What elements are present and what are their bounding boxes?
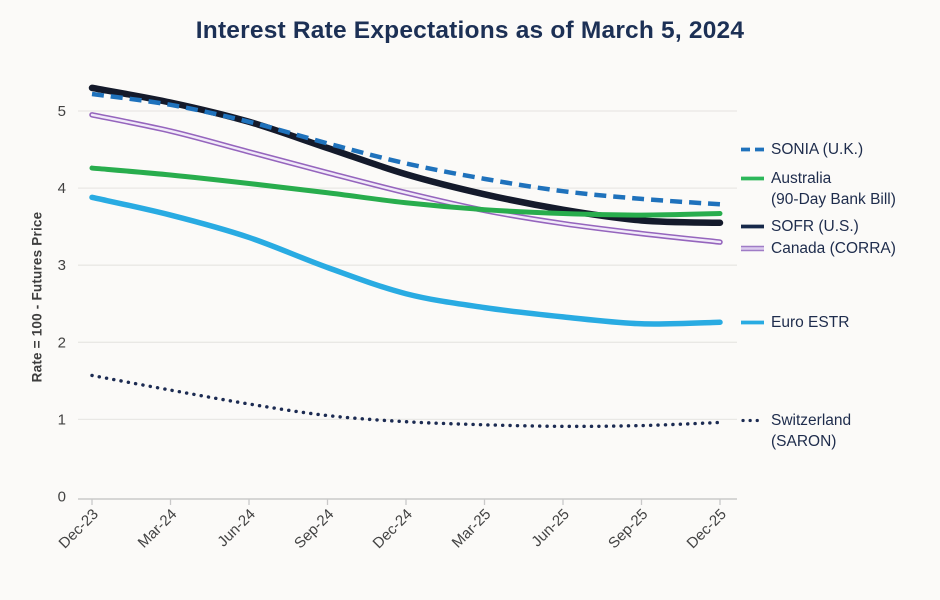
- gridlines: [78, 110, 737, 421]
- x-tick-label: Mar-24: [135, 506, 181, 552]
- x-tick-label: Sep-25: [605, 506, 651, 552]
- y-tick-label: 2: [58, 334, 66, 351]
- x-axis: Dec-23 Mar-24 Jun-24 Sep-24 Dec-24 Mar-25 Jun-…: [56, 498, 737, 552]
- y-axis: 0 1 2 3 4 5: [58, 103, 66, 506]
- chart-title: Interest Rate Expectations as of March 5…: [195, 17, 745, 44]
- series-sonia-u-k: [91, 91, 721, 207]
- series-canada-corra: [89, 112, 723, 245]
- y-tick-label: 5: [58, 103, 66, 120]
- y-tick-label: 3: [58, 257, 66, 274]
- x-tick-label: Sep-24: [291, 506, 337, 552]
- series-euro-estr: [89, 194, 723, 327]
- series-switzerland-saron: [90, 373, 722, 429]
- x-tick-label: Dec-25: [684, 506, 730, 552]
- x-tick-label: Jun-25: [528, 506, 572, 550]
- y-tick-label: 0: [58, 489, 66, 506]
- x-tick-label: Jun-24: [214, 506, 258, 550]
- x-tick-label: Dec-24: [370, 506, 416, 552]
- series-australia-90-day-bank-bill: [89, 165, 723, 218]
- x-tick-label: Mar-25: [449, 506, 495, 552]
- y-tick-label: 1: [58, 411, 66, 428]
- series-sofr-u-s: [88, 84, 724, 227]
- x-tick-label: Dec-23: [56, 506, 102, 552]
- y-tick-label: 4: [58, 180, 66, 197]
